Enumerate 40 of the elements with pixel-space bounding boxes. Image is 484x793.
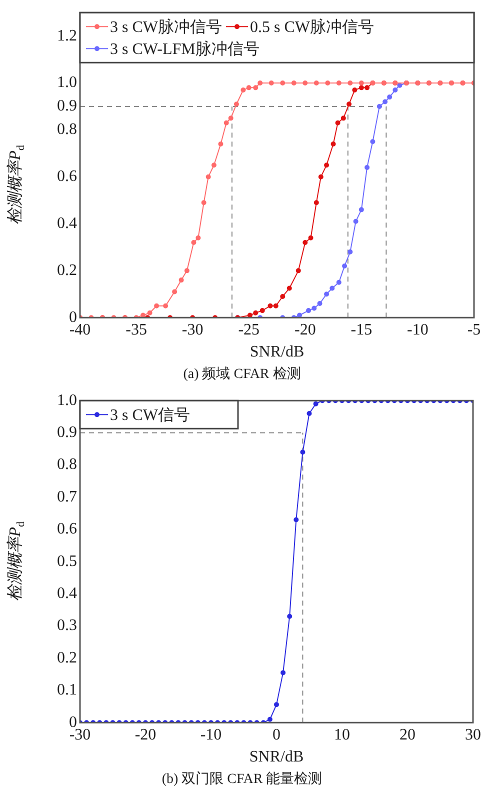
x-tick-label: -5: [467, 321, 481, 338]
y-tick-label: 0.8: [57, 121, 77, 138]
x-axis-title: SNR/dB: [250, 344, 304, 361]
y-tick-label: 1.2: [57, 27, 77, 44]
legend-label: 3 s CW信号: [110, 406, 190, 424]
legend-label: 0.5 s CW脉冲信号: [250, 18, 374, 36]
x-tick-label: -30: [182, 321, 204, 338]
y-tick-label: 0.1: [57, 682, 77, 699]
y-tick-label: 1.0: [57, 74, 77, 92]
y-tick-label: 0.9: [57, 424, 77, 442]
x-tick-label: -10: [200, 726, 222, 744]
y-tick-label: 0.6: [57, 520, 77, 538]
x-axis-title: SNR/dB: [249, 748, 304, 766]
legend-label: 3 s CW-LFM脉冲信号: [110, 40, 260, 58]
y-tick-label: 0.8: [57, 456, 77, 474]
y-tick-label: 0.6: [57, 168, 77, 186]
y-tick-label: 0.4: [57, 214, 77, 232]
y-axis-title: 检测概率Pd: [6, 521, 27, 601]
x-tick-label: 20: [400, 726, 416, 744]
y-axis-title: 检测概率Pd: [6, 144, 27, 224]
x-tick-label: -35: [126, 321, 147, 338]
x-tick-label: -25: [238, 321, 260, 338]
y-tick-label: 0.2: [57, 262, 77, 279]
y-tick-label: 0.3: [57, 617, 77, 634]
x-tick-label: -20: [294, 321, 316, 338]
x-tick-label: 10: [334, 726, 350, 744]
legend-label: 3 s CW脉冲信号: [110, 18, 222, 36]
x-tick-label: -20: [134, 726, 156, 744]
y-tick-label: 0.2: [57, 649, 77, 666]
text: (a) 频域 CFAR 检测: [182, 366, 302, 384]
y-tick-label: 0.9: [57, 98, 77, 115]
y-tick-label: 0.5: [57, 552, 77, 570]
text: (b) 双门限 CFAR 能量检测: [160, 770, 324, 789]
y-tick-label: 1.0: [57, 392, 77, 409]
y-tick-label: 0.7: [57, 488, 77, 506]
x-tick-label: -10: [407, 321, 428, 338]
x-tick-label: 0: [272, 726, 280, 744]
x-tick-label: 30: [465, 726, 481, 744]
x-tick-label: -15: [350, 321, 372, 338]
y-tick-label: 0.4: [57, 585, 77, 602]
